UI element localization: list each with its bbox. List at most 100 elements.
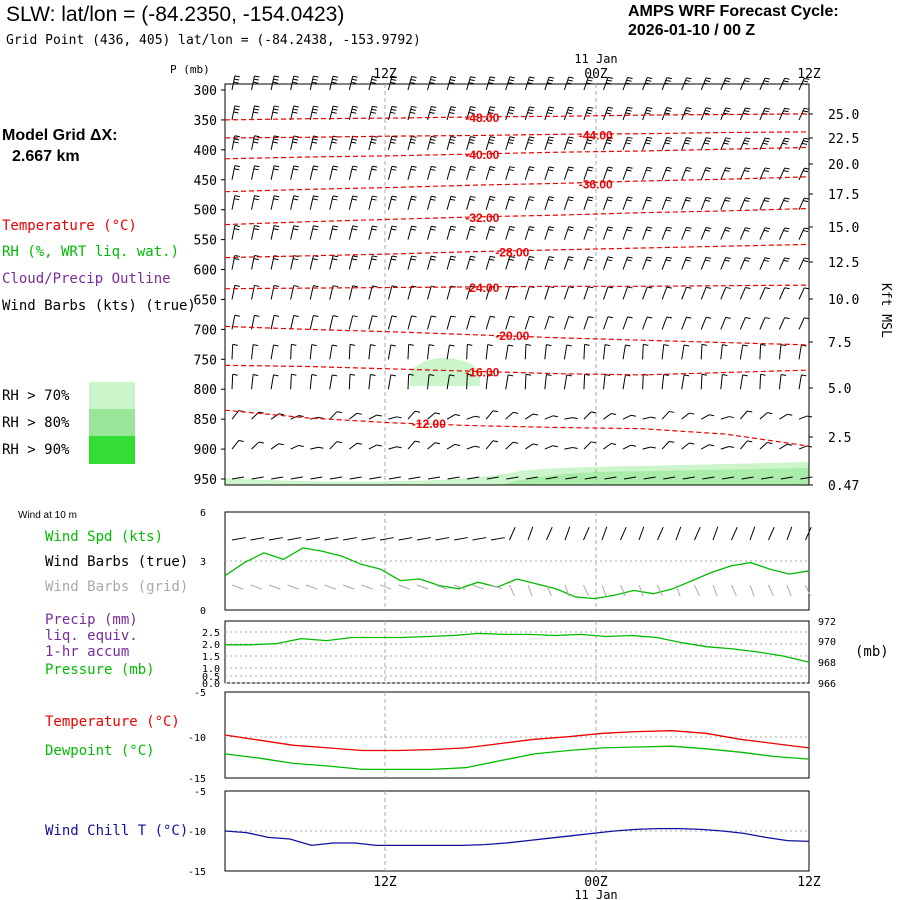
- wind-barb: [622, 137, 629, 151]
- legend-rh80: RH > 80%: [2, 415, 70, 431]
- wind-barb-flag: [607, 196, 614, 199]
- wind-barb: [739, 167, 746, 180]
- wind-barb-flag: [376, 414, 382, 417]
- wind-barb: [544, 316, 550, 330]
- wind-barb-flag: [356, 412, 363, 415]
- wind-barb: [798, 374, 802, 390]
- wind-barb-flag: [291, 343, 297, 346]
- wind-barb-flag: [490, 106, 496, 109]
- wind-barb-flag: [722, 374, 728, 377]
- wind-barb-flag: [611, 413, 617, 416]
- wind-barb: [427, 344, 430, 360]
- wind-barb: [427, 285, 432, 300]
- wind-barb-flag: [238, 439, 244, 442]
- wind-barb: [661, 137, 668, 151]
- wind-barb: [446, 106, 452, 121]
- wind-barb-flag: [254, 135, 260, 138]
- wind-barb-flag: [509, 106, 515, 109]
- wind-barb: [544, 256, 550, 270]
- wind-barb: [778, 78, 786, 91]
- wind-barb-flag: [568, 256, 574, 259]
- wind-barb: [720, 317, 727, 330]
- wind-barb-flag: [391, 108, 397, 111]
- wind-barb-flag: [490, 76, 496, 79]
- wind-barb-grid: [675, 584, 681, 597]
- wind-barb-flag: [391, 135, 398, 138]
- wind-barb-flag: [351, 111, 357, 114]
- wind-barb: [661, 167, 668, 180]
- wind-barb-flag: [391, 258, 397, 261]
- wind-barb-flag: [626, 169, 632, 172]
- wind-barb-flag: [625, 344, 631, 347]
- wind-barb: [603, 316, 609, 330]
- windchill-y-tick: -5: [194, 787, 206, 798]
- wind-barb: [800, 476, 813, 480]
- wind-barb: [623, 476, 637, 480]
- wind-barb-flag: [801, 82, 808, 85]
- wind-barb: [348, 106, 354, 121]
- height-tick-label: 20.0: [828, 158, 859, 173]
- wind-barb-flag: [292, 258, 299, 261]
- wind-barb-flag: [567, 229, 573, 232]
- wind-barb: [466, 136, 471, 150]
- wind-barb-flag: [704, 109, 711, 112]
- wind-barb-flag: [586, 82, 592, 85]
- wind-barb-flag: [685, 169, 691, 172]
- wind-barb-flag: [646, 169, 652, 172]
- height-tick-label: 0.47: [828, 479, 859, 494]
- wind-barb-flag: [450, 165, 456, 168]
- wind-barb: [231, 410, 240, 420]
- wind-barb: [231, 374, 234, 390]
- wind-barb: [642, 446, 651, 450]
- wind-barb-flag: [372, 75, 378, 78]
- wind-barb: [349, 476, 362, 480]
- wind-barb-flag: [371, 228, 377, 231]
- precip-left-tick: 2.5: [202, 628, 220, 639]
- wind-barb-flag: [664, 82, 670, 85]
- wind-barb-flag: [508, 139, 514, 142]
- wind-barb-flag: [414, 410, 421, 413]
- wind-barb-grid: [305, 584, 318, 590]
- wind-barb-flag: [665, 169, 671, 172]
- wind-barb-flag: [428, 344, 435, 347]
- wind-barb: [231, 344, 234, 360]
- wind-barb-flag: [234, 228, 240, 231]
- wind-barb-flag: [431, 165, 437, 168]
- wind-barb-flag: [449, 109, 456, 112]
- wind-barb-flag: [391, 285, 398, 288]
- wind-barb: [231, 225, 236, 240]
- wind-barb-flag: [745, 197, 751, 200]
- wind-barb: [388, 476, 401, 480]
- wind-barb: [368, 136, 373, 150]
- wind-barb-flag: [429, 81, 435, 84]
- wind-barb-flag: [646, 79, 652, 82]
- wind-barb-flag: [760, 373, 766, 376]
- wind-barb: [524, 196, 530, 210]
- wind-barb-flag: [646, 109, 652, 112]
- wind-barb-flag: [646, 199, 652, 202]
- wind-barb: [466, 344, 468, 360]
- wind-barb: [348, 195, 354, 210]
- pressure-right-tick: 972: [818, 617, 836, 628]
- wind-barb-flag: [234, 75, 240, 78]
- wind-barb-flag: [532, 413, 539, 416]
- wind-barb: [739, 227, 746, 240]
- wind-barb: [759, 287, 766, 300]
- wind-barb-flag: [704, 199, 711, 202]
- wind-barb-true: [268, 537, 283, 541]
- wind-barb-flag: [272, 111, 278, 114]
- wind-barb: [778, 344, 782, 360]
- forecast-cycle: 2026-01-10 / 00 Z: [628, 22, 756, 39]
- wind-barb-flag: [318, 416, 324, 419]
- wind-barb-flag: [626, 79, 632, 82]
- wind-barb-grid: [786, 584, 792, 597]
- wind-barb: [427, 166, 432, 180]
- wind-barb-flag: [686, 137, 692, 140]
- wind-barb-flag: [744, 199, 750, 202]
- precip-left-tick: 2.0: [202, 640, 220, 651]
- wind-barb-flag: [391, 198, 397, 201]
- wind-barb-flag: [372, 165, 378, 168]
- wind-barb: [720, 77, 727, 91]
- precip-left-tick: 0.0: [202, 679, 220, 690]
- wind-barb-true: [786, 526, 793, 541]
